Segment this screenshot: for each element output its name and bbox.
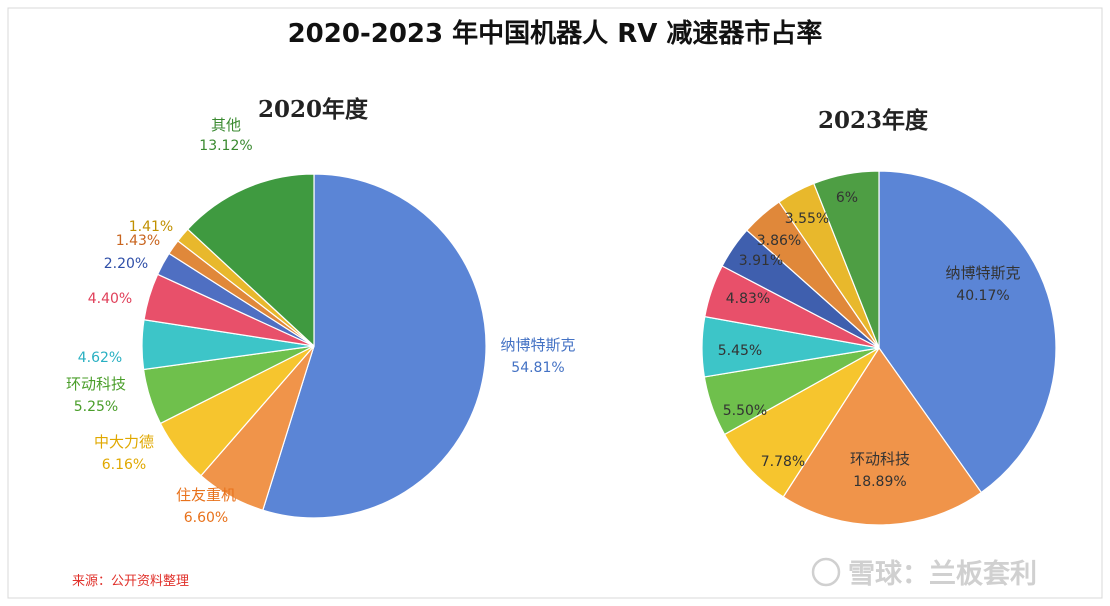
pie-2020-value-label-slice-5: 4.62%	[78, 350, 122, 366]
pie-2023-slice-slice-10	[813, 170, 880, 349]
pie-2023-value-label-slice-3: 7.78%	[761, 454, 805, 470]
pie-2020-value-label-slice-7: 2.20%	[104, 256, 148, 272]
pie-2020-name-label-nabtesco: 纳博特斯克	[500, 336, 575, 354]
pie-2020-value-label-slice-9: 1.41%	[129, 219, 173, 235]
pie-2023-value-label-slice-7: 3.91%	[739, 253, 783, 269]
chart-border	[7, 7, 1103, 599]
pie-2023-slice-nabtesco	[878, 170, 1057, 494]
pie-2020-value-label-sumitomo: 6.60%	[184, 510, 228, 526]
chart-title: 2020-2023 年中国机器人 RV 减速器市占率	[288, 18, 823, 49]
pie-2023: 纳博特斯克 40.17% 环动科技 18.89% 7.78% 5.50% 5.45% 4.83…	[701, 170, 1057, 526]
pie-2020-value-label-slice-8: 1.43%	[116, 233, 160, 249]
pie-2020-slice-others	[186, 173, 315, 348]
watermark-text: 雪球：兰板套利	[848, 559, 1037, 590]
pie-2020: 纳博特斯克 54.81% 住友重机 6.60% 中大力德 6.16% 环动科技 5.25% 4.…	[66, 116, 576, 526]
pie-2020-name-label-huandong: 环动科技	[66, 375, 126, 393]
pie-2020-value-label-huandong: 5.25%	[74, 399, 118, 415]
watermark: 雪球：兰板套利	[811, 557, 1037, 590]
pie-2020-value-label-nabtesco: 54.81%	[511, 360, 564, 376]
pie-2023-name-label-huandong: 环动科技	[850, 450, 910, 468]
pie-2023-value-label-slice-10: 6%	[836, 190, 858, 206]
pie-2023-value-label-slice-9: 3.55%	[785, 211, 829, 227]
pie-2023-slice-huandong	[782, 346, 983, 526]
pie-2023-value-label-slice-8: 3.86%	[757, 233, 801, 249]
pie-2023-value-label-slice-4: 5.50%	[723, 403, 767, 419]
pie-2023-name-label-nabtesco: 纳博特斯克	[945, 264, 1020, 282]
pie-2020-value-label-others: 13.12%	[199, 138, 252, 154]
pie-2020-name-label-others: 其他	[211, 116, 241, 134]
pie-2020-title: 2020年度	[258, 96, 369, 123]
pie-2023-value-label-slice-6: 4.83%	[726, 291, 770, 307]
pie-2020-slice-nabtesco	[262, 173, 487, 519]
watermark-logo-icon	[811, 557, 841, 587]
pie-2023-value-label-slice-5: 5.45%	[718, 343, 762, 359]
pie-2020-value-label-slice-6: 4.40%	[88, 291, 132, 307]
pie-2020-name-label-sumitomo: 住友重机	[176, 486, 236, 504]
source-note: 来源：公开资料整理	[72, 574, 189, 589]
pie-2020-name-label-zhongda-leader: 中大力德	[94, 433, 154, 451]
pie-2020-value-label-zhongda-leader: 6.16%	[102, 457, 146, 473]
pie-2023-title: 2023年度	[818, 107, 929, 134]
pie-2023-value-label-huandong: 18.89%	[853, 474, 906, 490]
pie-2023-value-label-nabtesco: 40.17%	[956, 288, 1009, 304]
